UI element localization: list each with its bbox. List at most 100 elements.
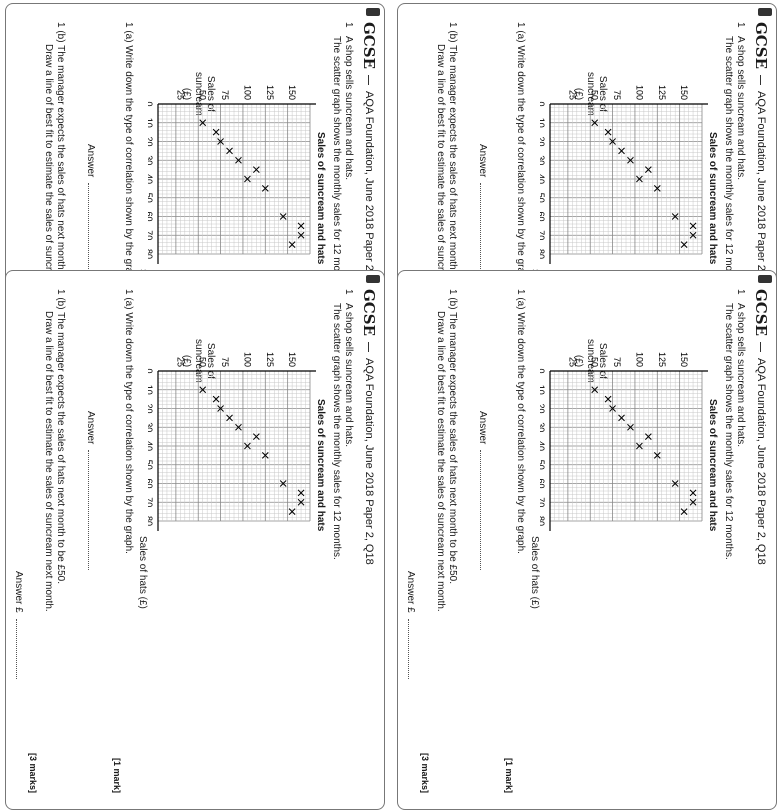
x-tick-label: 20 [148, 403, 154, 413]
worksheet-top-left: GCSE AQA Foundation, June 2018 Paper 2, … [5, 3, 385, 543]
data-point [235, 156, 242, 164]
header: GCSE AQA Foundation, June 2018 Paper 2, … [360, 289, 378, 565]
y-tick-label: 100 [242, 352, 252, 367]
y-tick-label: 100 [242, 85, 252, 100]
y-tick-label: 50 [590, 90, 600, 100]
data-point [689, 231, 697, 239]
answer-blank-b[interactable] [408, 618, 409, 679]
data-point [279, 480, 287, 487]
data-point [235, 423, 242, 431]
source-title: AQA Foundation, June 2018 Paper 2, Q18 [363, 91, 375, 298]
brand-title: GCSE [752, 22, 770, 70]
x-tick-label: 60 [540, 211, 546, 221]
question-b-line-1: 1 (b) The manager expects the sales of h… [55, 289, 66, 584]
worksheet-top-right: GCSE AQA Foundation, June 2018 Paper 2, … [397, 3, 777, 543]
data-point [226, 147, 233, 155]
data-point [689, 489, 697, 497]
data-point [636, 442, 643, 450]
binder-clip-icon [366, 275, 380, 283]
intro-line-1: A shop sells suncream and hats. [735, 36, 746, 180]
source-title: AQA Foundation, June 2018 Paper 2, Q18 [755, 358, 767, 565]
x-tick-label: 20 [148, 136, 154, 146]
data-point [671, 213, 679, 220]
source-title: AQA Foundation, June 2018 Paper 2, Q18 [363, 358, 375, 565]
answer-blank-a[interactable] [88, 450, 89, 571]
source-title: AQA Foundation, June 2018 Paper 2, Q18 [755, 91, 767, 298]
x-tick-label: 70 [148, 497, 154, 507]
data-point [591, 119, 599, 127]
scatter-chart: 0 10 20 30 40 50 60 70 80 25 50 75 100 125 150 [540, 352, 708, 531]
x-tick-label: 40 [540, 174, 546, 184]
data-point [644, 433, 652, 440]
x-tick-label: 0 [148, 368, 154, 373]
data-point [653, 185, 661, 192]
y-tick-label: 75 [612, 90, 622, 100]
x-tick-label: 20 [540, 403, 546, 413]
data-point [217, 405, 224, 412]
brand-title: GCSE [360, 289, 378, 337]
x-tick-label: 30 [148, 155, 154, 165]
header: GCSE AQA Foundation, June 2018 Paper 2, … [752, 22, 770, 298]
x-tick-label: 30 [148, 422, 154, 432]
data-point [297, 498, 305, 506]
y-tick-label: 100 [634, 85, 644, 100]
x-tick-label: 70 [148, 230, 154, 240]
intro-text: A shop sells suncream and hats. The scat… [722, 303, 746, 560]
answer-blank-b[interactable] [16, 618, 17, 679]
data-point [609, 138, 616, 145]
x-tick-label: 50 [540, 193, 546, 203]
x-tick-label: 0 [540, 101, 546, 106]
data-point [252, 433, 260, 440]
x-tick-label: 0 [148, 101, 154, 106]
scatter-chart: 0 10 20 30 40 50 60 70 80 25 50 75 100 125 150 [148, 85, 316, 264]
intro-line-1: A shop sells suncream and hats. [343, 36, 354, 180]
intro-line-2: The scatter graph shows the monthly sale… [723, 303, 734, 560]
x-tick-label: 80 [148, 249, 154, 259]
question-number: 1 [343, 22, 354, 28]
data-point [297, 222, 305, 230]
mark-a: [1 mark] [504, 757, 514, 793]
data-point [199, 386, 207, 394]
data-point [653, 452, 661, 459]
data-point [279, 213, 287, 220]
y-tick-label: 75 [220, 357, 230, 367]
data-point [604, 395, 612, 403]
y-tick-label: 150 [679, 352, 689, 367]
data-point [261, 452, 269, 459]
y-tick-label: 75 [612, 357, 622, 367]
y-tick-label: 150 [679, 85, 689, 100]
data-point [680, 241, 688, 248]
y-tick-label: 125 [657, 352, 667, 367]
y-tick-label: 150 [287, 352, 297, 367]
data-point [297, 489, 305, 497]
question-number: 1 [343, 289, 354, 295]
intro-line-1: A shop sells suncream and hats. [343, 303, 354, 447]
mark-b: [3 marks] [28, 752, 38, 793]
x-tick-label: 50 [148, 193, 154, 203]
y-tick-label: 50 [198, 357, 208, 367]
data-point [226, 414, 233, 422]
data-point [199, 119, 207, 127]
data-point [627, 156, 634, 164]
intro-line-2: The scatter graph shows the monthly sale… [331, 303, 342, 560]
question-b: 1 (b) The manager expects the sales of h… [434, 289, 458, 612]
binder-clip-icon [366, 8, 380, 16]
question-a: 1 (a) Write down the type of correlation… [515, 22, 526, 287]
data-point [217, 138, 224, 145]
header-rule [368, 342, 370, 353]
data-point [591, 386, 599, 394]
data-point [288, 241, 296, 248]
binder-clip-icon [758, 275, 772, 283]
answer-blank-a[interactable] [480, 450, 481, 571]
data-point [636, 175, 643, 183]
x-tick-label: 50 [540, 460, 546, 470]
data-point [689, 498, 697, 506]
y-tick-label: 125 [657, 85, 667, 100]
x-tick-label: 50 [148, 460, 154, 470]
x-tick-label: 80 [540, 249, 546, 259]
question-number: 1 [735, 289, 746, 295]
intro-line-1: A shop sells suncream and hats. [735, 303, 746, 447]
y-tick-label: 75 [220, 90, 230, 100]
mark-b: [3 marks] [420, 752, 430, 793]
question-number: 1 [735, 22, 746, 28]
